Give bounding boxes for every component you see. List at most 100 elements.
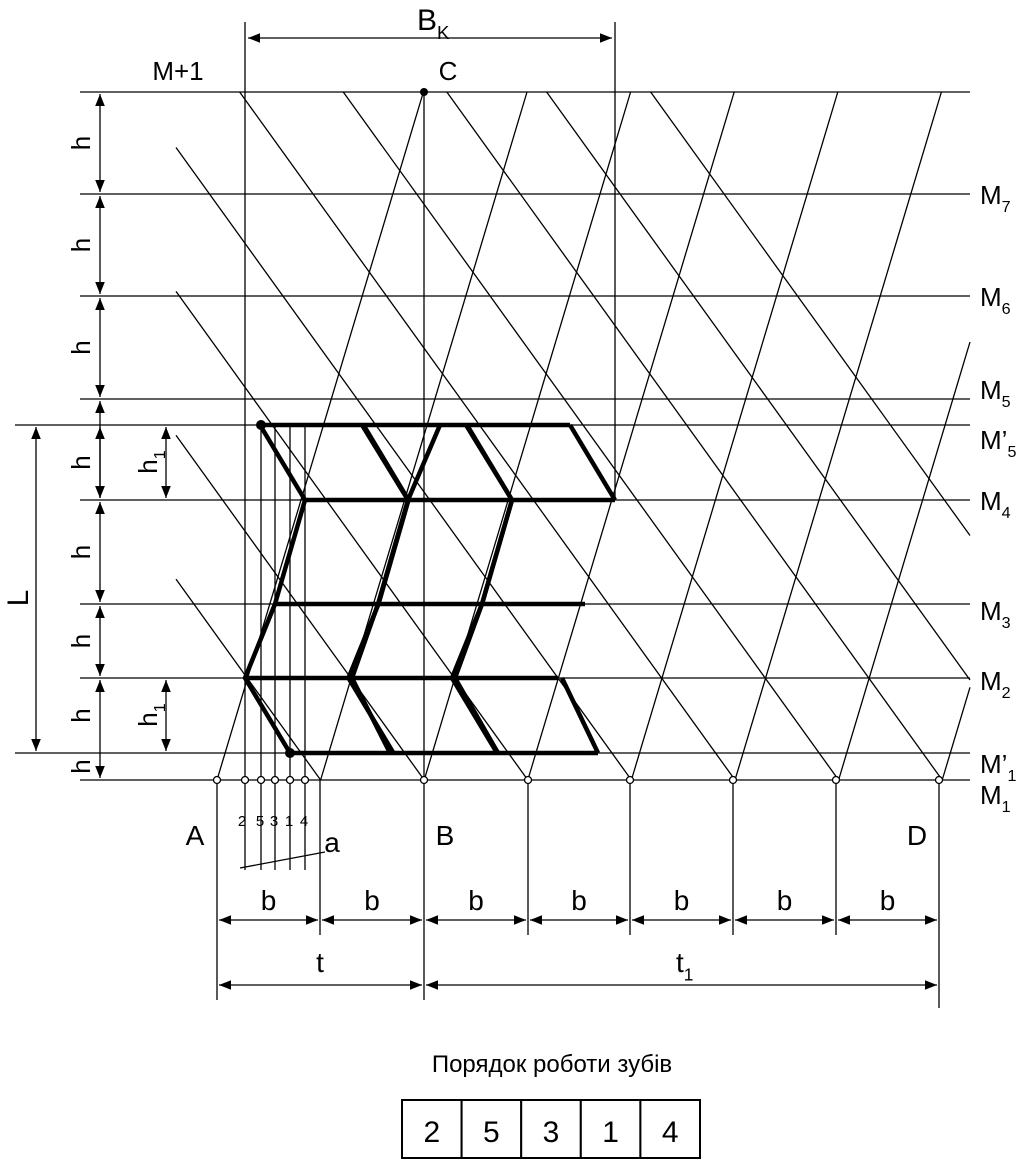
point bbox=[728, 775, 738, 785]
line bbox=[837, 341, 971, 781]
label: 3 bbox=[270, 813, 278, 830]
label: h bbox=[66, 634, 96, 648]
line bbox=[546, 91, 971, 681]
label-sub: 5 bbox=[1007, 443, 1016, 461]
label-base: M bbox=[980, 780, 1002, 810]
tooth-path bbox=[559, 677, 601, 754]
label: Порядок роботи зубів bbox=[432, 1051, 672, 1078]
label: h1 bbox=[133, 450, 169, 473]
label: b bbox=[261, 885, 277, 916]
order-cell bbox=[460, 1099, 523, 1159]
label: a bbox=[324, 827, 340, 858]
label-sub: 7 bbox=[1002, 198, 1011, 216]
line bbox=[446, 91, 943, 781]
label-base: M bbox=[980, 375, 1002, 405]
line bbox=[650, 91, 971, 536]
label: A bbox=[186, 820, 205, 851]
tooth-path bbox=[405, 424, 443, 501]
point bbox=[420, 88, 428, 96]
label: b bbox=[880, 885, 896, 916]
label: t1 bbox=[676, 947, 693, 984]
line bbox=[239, 91, 736, 781]
line bbox=[175, 434, 425, 781]
tooth-path bbox=[568, 423, 617, 502]
label-sub: 6 bbox=[1002, 300, 1011, 318]
label-base: M bbox=[980, 666, 1002, 696]
label-base: M bbox=[980, 596, 1002, 626]
a-line bbox=[239, 851, 326, 869]
point bbox=[934, 775, 944, 785]
point bbox=[270, 775, 280, 785]
label: h bbox=[66, 340, 96, 354]
point bbox=[212, 775, 222, 785]
point bbox=[523, 775, 533, 785]
label: 2 bbox=[238, 813, 246, 830]
label: 4 bbox=[662, 1116, 679, 1149]
line bbox=[175, 147, 632, 781]
order-cell bbox=[639, 1099, 702, 1159]
label-sub: K bbox=[437, 22, 450, 43]
label: b bbox=[674, 885, 690, 916]
label: h bbox=[66, 759, 96, 773]
label-base: t bbox=[676, 947, 684, 978]
label-sub: 1 bbox=[684, 964, 694, 984]
point bbox=[256, 775, 266, 785]
label-base: M bbox=[980, 282, 1002, 312]
point bbox=[419, 775, 429, 785]
label-sub: 5 bbox=[1002, 393, 1011, 411]
label: M2 bbox=[980, 666, 1011, 702]
line bbox=[342, 91, 840, 781]
label: 2 bbox=[423, 1116, 440, 1149]
label-base: h bbox=[133, 712, 163, 726]
tooth-path bbox=[349, 423, 411, 755]
line bbox=[175, 291, 529, 781]
point bbox=[831, 775, 841, 785]
label: M1 bbox=[980, 780, 1011, 816]
label: M5 bbox=[980, 375, 1011, 411]
line bbox=[527, 91, 735, 781]
label: b bbox=[777, 885, 793, 916]
label: h bbox=[66, 238, 96, 252]
label: B bbox=[436, 820, 455, 851]
label-base: M bbox=[980, 486, 1002, 516]
label-base: M bbox=[980, 180, 1002, 210]
label: M+1 bbox=[152, 56, 203, 86]
label: D bbox=[907, 820, 927, 851]
label: 5 bbox=[256, 813, 264, 830]
tooth-path bbox=[452, 423, 515, 755]
label: C bbox=[439, 56, 458, 86]
label-base: h bbox=[133, 459, 163, 473]
label: b bbox=[571, 885, 587, 916]
order-cell bbox=[520, 1099, 582, 1159]
label-sub: 4 bbox=[1002, 504, 1011, 522]
label: h bbox=[66, 455, 96, 469]
line bbox=[734, 91, 943, 781]
label: t bbox=[316, 947, 324, 978]
line bbox=[941, 687, 971, 781]
label: M3 bbox=[980, 596, 1011, 632]
label-base: M’ bbox=[980, 425, 1007, 455]
label: M’5 bbox=[980, 425, 1016, 461]
label: M’1 bbox=[980, 749, 1016, 785]
point bbox=[625, 775, 635, 785]
label: b bbox=[364, 885, 380, 916]
label: 5 bbox=[483, 1116, 500, 1149]
label: h1 bbox=[133, 703, 169, 726]
label: h bbox=[66, 136, 96, 150]
label-base: M’ bbox=[980, 749, 1007, 779]
order-cell bbox=[579, 1099, 642, 1159]
line bbox=[630, 91, 839, 781]
point bbox=[285, 775, 295, 785]
label: M4 bbox=[980, 486, 1011, 522]
label: 1 bbox=[602, 1116, 619, 1149]
label: h bbox=[66, 545, 96, 559]
label-sub: 1 bbox=[151, 703, 169, 712]
label: b bbox=[468, 885, 484, 916]
label-sub: 3 bbox=[1002, 614, 1011, 632]
label-sub: 1 bbox=[1007, 767, 1016, 785]
label-sub: 1 bbox=[1002, 798, 1011, 816]
label: L bbox=[2, 590, 35, 607]
label: 3 bbox=[543, 1116, 560, 1149]
label: BK bbox=[417, 4, 450, 43]
